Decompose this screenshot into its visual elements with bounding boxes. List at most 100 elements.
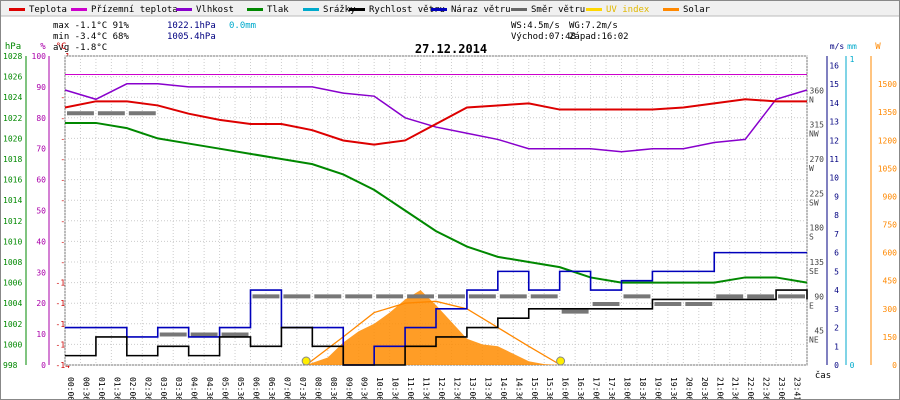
tick-w: 1200 — [878, 136, 897, 145]
sunset-marker — [556, 356, 566, 366]
legend-label: Vlhkost — [196, 5, 234, 15]
tick-pct: 60 — [36, 176, 46, 185]
tick-w: 900 — [883, 192, 898, 201]
tick-time: 00:06 — [66, 377, 75, 399]
tick-time: 13:06 — [468, 377, 477, 399]
series-rychlost-vetru — [65, 289, 808, 366]
tick-direction-dir: SE — [809, 267, 819, 276]
tick-ms: 16 — [829, 61, 839, 70]
tick-time: 16:36 — [576, 377, 585, 399]
tick-time: 15:36 — [545, 377, 554, 399]
stats-avg: avg -1.8°C — [53, 43, 107, 53]
tick-time: 12:06 — [437, 377, 446, 399]
tick-ms: 3 — [834, 305, 839, 314]
wind-speed-max: WS:4.5m/s — [511, 21, 560, 31]
legend-swatch — [349, 8, 365, 11]
tick-celsius: -14 — [56, 361, 71, 370]
tick-ms: 1 — [834, 342, 839, 351]
tick-ms: 4 — [834, 286, 839, 295]
tick-time: 18:06 — [623, 377, 632, 399]
tick-celsius: -12 — [56, 320, 71, 329]
tick-ms: 14 — [829, 99, 839, 108]
tick-time: 15:06 — [530, 377, 539, 399]
tick-ms: 15 — [829, 80, 839, 89]
tick-time: 17:06 — [592, 377, 601, 399]
tick-ms: 9 — [834, 192, 839, 201]
tick-ms: 2 — [834, 324, 839, 333]
tick-hpa: 1026 — [3, 73, 22, 82]
tick-time: 18:36 — [638, 377, 647, 399]
sunrise-marker — [301, 356, 311, 366]
legend-swatch — [247, 8, 263, 11]
tick-time: 02:06 — [128, 377, 137, 399]
legend-swatch — [663, 8, 679, 11]
sunrise-time: Východ:07:48 — [511, 32, 576, 42]
tick-direction-deg: 90 — [814, 292, 824, 301]
tick-time: 01:36 — [112, 377, 121, 399]
legend-label: UV index — [606, 5, 650, 15]
tick-hpa: 1000 — [3, 340, 22, 349]
tick-time: 22:36 — [762, 377, 771, 399]
tick-pct: 0 — [41, 361, 46, 370]
legend-swatch — [9, 8, 25, 11]
tick-w: 1050 — [878, 164, 897, 173]
tick-time: 07:36 — [298, 377, 307, 399]
tick-time: 01:06 — [97, 377, 106, 399]
legend-label: Tlak — [267, 5, 289, 15]
stats-min-pressure: 1005.4hPa — [167, 32, 216, 42]
tick-ms: 10 — [829, 174, 839, 183]
legend-swatch — [511, 8, 527, 11]
stats-max: max -1.1°C 91% — [53, 21, 129, 31]
tick-hpa: 1020 — [3, 134, 22, 143]
tick-time: 05:36 — [236, 377, 245, 399]
tick-hpa: 1016 — [3, 176, 22, 185]
legend-swatch — [586, 8, 602, 11]
axis-label-w: W — [875, 42, 881, 52]
tick-time: 03:36 — [174, 377, 183, 399]
series-teplota — [64, 98, 807, 146]
tick-time: 19:06 — [653, 377, 662, 399]
tick-time: 10:06 — [375, 377, 384, 399]
axis-label-ms: m/s — [830, 42, 845, 51]
tick-pct: 80 — [36, 114, 46, 123]
tick-time: 04:36 — [205, 377, 214, 399]
tick-pct: 70 — [36, 145, 46, 154]
tick-time: 13:36 — [483, 377, 492, 399]
series-naraz-vetru — [65, 251, 807, 366]
tick-hpa: 1002 — [3, 320, 22, 329]
axis-label-hpa: hPa — [5, 42, 21, 52]
stats-max-rain: 0.0mm — [229, 21, 256, 31]
tick-ms: 5 — [834, 267, 839, 276]
tick-celsius: -11 — [56, 299, 71, 308]
series-solar-theoretical — [305, 300, 561, 366]
tick-time: 19:36 — [669, 377, 678, 399]
axis-label-pct: % — [40, 42, 46, 52]
tick-hpa: 1010 — [3, 237, 22, 246]
tick-ms: 7 — [834, 230, 839, 239]
tick-time: 06:06 — [252, 377, 261, 399]
tick-celsius: -13 — [56, 340, 71, 349]
tick-direction-deg: 315 — [810, 121, 825, 130]
tick-hpa: 1006 — [3, 279, 22, 288]
series-tlak — [65, 121, 808, 284]
tick-ms: 12 — [829, 136, 839, 145]
tick-hpa: 1028 — [3, 52, 22, 61]
tick-time: 07:06 — [282, 377, 291, 399]
tick-w: 1350 — [878, 108, 897, 117]
tick-time: 08:06 — [313, 377, 322, 399]
tick-w: 750 — [883, 221, 898, 230]
tick-direction-deg: 225 — [810, 189, 825, 198]
legend-label: Solar — [683, 5, 711, 15]
tick-time: 23:06 — [777, 377, 786, 399]
tick-time: 20:06 — [684, 377, 693, 399]
tick-time: 03:06 — [159, 377, 168, 399]
tick-direction-deg: 180 — [810, 224, 825, 233]
tick-time: 14:06 — [499, 377, 508, 399]
chart-title: 27.12.2014 — [415, 42, 487, 56]
tick-time: 06:36 — [267, 377, 276, 399]
tick-time: 11:06 — [406, 377, 415, 399]
tick-direction-deg: 45 — [814, 327, 824, 336]
tick-time: 02:36 — [143, 377, 152, 399]
